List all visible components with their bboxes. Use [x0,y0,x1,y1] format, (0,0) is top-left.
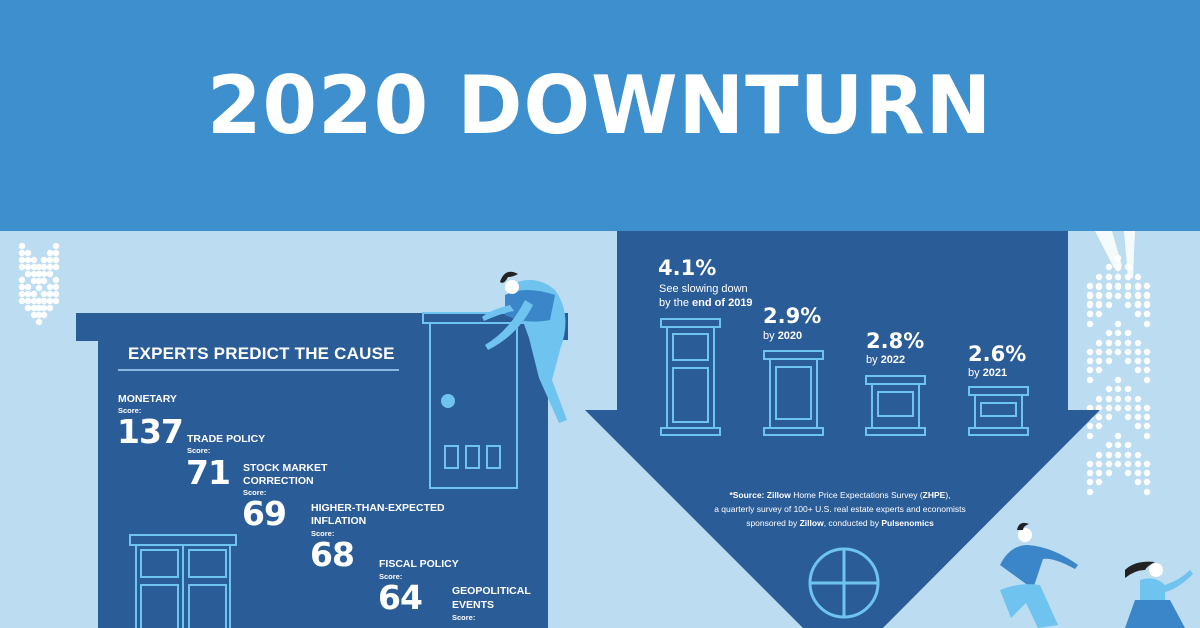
score-value: 69 [242,494,287,533]
door-icon [422,312,525,489]
forecast-value: 2.8% [866,329,925,353]
door-bar-icons [660,318,1029,436]
window-icon [129,534,237,628]
forecast-value: 4.1% [658,256,717,280]
people-walking-illustration [1000,522,1193,628]
forecast-value: 2.6% [968,342,1027,366]
score-value: 64 [378,578,423,617]
round-window-icon [808,547,880,619]
page-title: 2020 DOWNTURN [207,59,993,152]
score-value: 137 [117,412,184,451]
person-climbing-illustration [482,271,567,423]
score-value: 71 [186,453,231,492]
score-value: 68 [310,535,355,574]
header-banner: 2020 DOWNTURN [0,0,1200,231]
dotted-chevron-icon [18,242,60,326]
causes-divider [118,369,399,371]
dotted-up-chevron-icon [1086,254,1151,496]
causes-title: EXPERTS PREDICT THE CAUSE [128,344,395,363]
forecast-value: 2.9% [763,304,822,328]
door-knob-icon [441,394,455,408]
source-note: *Source: Zillow Home Price Expectations … [714,490,966,528]
